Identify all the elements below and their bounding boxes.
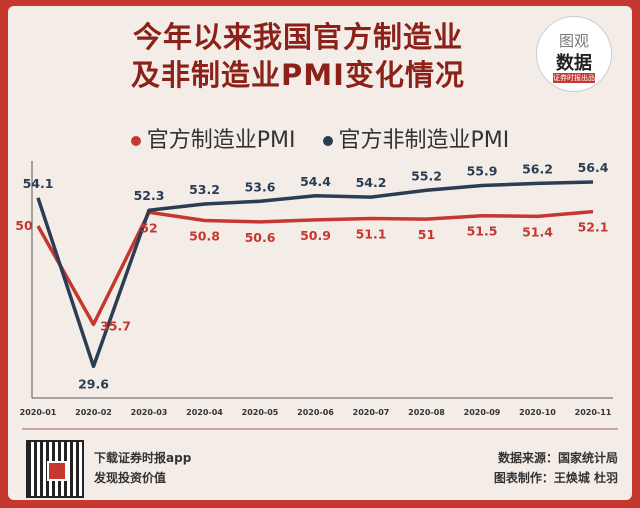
app-download-text: 下载证券时报app (94, 451, 192, 465)
data-label: 51.4 (522, 224, 553, 239)
data-label: 53.2 (189, 182, 220, 197)
x-tick-label: 2020-01 (20, 408, 57, 417)
data-label: 50.8 (189, 229, 220, 244)
x-tick-label: 2020-03 (131, 408, 168, 417)
legend-marker-manufacturing (130, 136, 141, 146)
x-tick-label: 2020-09 (464, 408, 501, 417)
x-tick-label: 2020-11 (575, 408, 612, 417)
chart-title: 今年以来我国官方制造业 及非制造业PMI变化情况 (68, 18, 528, 94)
data-label: 53.6 (245, 179, 276, 194)
data-label: 50.6 (245, 230, 276, 245)
data-source-text: 数据来源：国家统计局 (497, 451, 618, 465)
chart-card: 今年以来我国官方制造业 及非制造业PMI变化情况 图观 数据 证券时报出品 官方… (8, 6, 632, 500)
data-label: 55.9 (467, 163, 498, 178)
footer-divider (22, 428, 618, 430)
x-tick-label: 2020-10 (519, 408, 556, 417)
chart-legend: 官方制造业PMI 官方非制造业PMI (8, 122, 632, 154)
source-credits: 数据来源：国家统计局 图表制作：王焕城 杜羽 (494, 448, 618, 488)
chart-credit-text: 图表制作：王焕城 杜羽 (493, 471, 618, 485)
x-tick-label: 2020-07 (353, 408, 390, 417)
x-tick-label: 2020-06 (297, 408, 334, 417)
x-tick-label: 2020-04 (186, 408, 223, 417)
logo-line-1: 图观 (558, 32, 589, 50)
x-tick-label: 2020-05 (242, 408, 279, 417)
data-label: 54.1 (23, 176, 54, 191)
app-slogan-text: 发现投资价值 (94, 471, 167, 485)
data-label: 52.1 (578, 220, 609, 235)
legend-label-non-manufacturing: 官方非制造业PMI (338, 128, 510, 153)
data-label: 56.4 (578, 160, 609, 175)
legend-marker-non-manufacturing (322, 136, 333, 146)
data-label: 54.4 (300, 174, 331, 189)
data-label: 51.1 (356, 226, 387, 241)
x-tick-label: 2020-08 (408, 408, 445, 417)
data-label: 52 (140, 220, 157, 235)
data-label: 54.2 (356, 175, 387, 190)
x-tick-label: 2020-02 (75, 408, 112, 417)
qr-center-mark (47, 461, 67, 481)
line-chart: 2020-01 2020-02 2020-03 2020-04 2020-05 2020-… (15, 160, 613, 417)
data-label: 51.5 (467, 224, 498, 239)
title-line-2: 及非制造业PMI变化情况 (131, 58, 465, 92)
brand-logo: 图观 数据 证券时报出品 (536, 16, 612, 92)
legend-label-manufacturing: 官方制造业PMI (146, 128, 296, 153)
data-label: 55.2 (411, 168, 442, 183)
data-label: 50 (15, 218, 33, 233)
data-label: 56.2 (522, 161, 553, 176)
data-label: 29.6 (78, 376, 109, 391)
app-promo: 下载证券时报app 发现投资价值 (94, 448, 191, 488)
data-label: 35.7 (100, 318, 131, 333)
series-line-manufacturing (36, 209, 594, 327)
logo-line-2: 数据 (556, 53, 592, 74)
data-label: 52.3 (134, 188, 165, 203)
legend-item-manufacturing: 官方制造业PMI (130, 122, 296, 154)
data-label: 51 (418, 227, 435, 242)
data-label: 50.9 (300, 228, 331, 243)
logo-line-3: 证券时报出品 (553, 73, 595, 83)
title-line-1: 今年以来我国官方制造业 (132, 20, 463, 54)
legend-item-non-manufacturing: 官方非制造业PMI (322, 122, 510, 154)
qr-code[interactable] (26, 440, 84, 498)
series-line-non-manufacturing (36, 180, 594, 369)
